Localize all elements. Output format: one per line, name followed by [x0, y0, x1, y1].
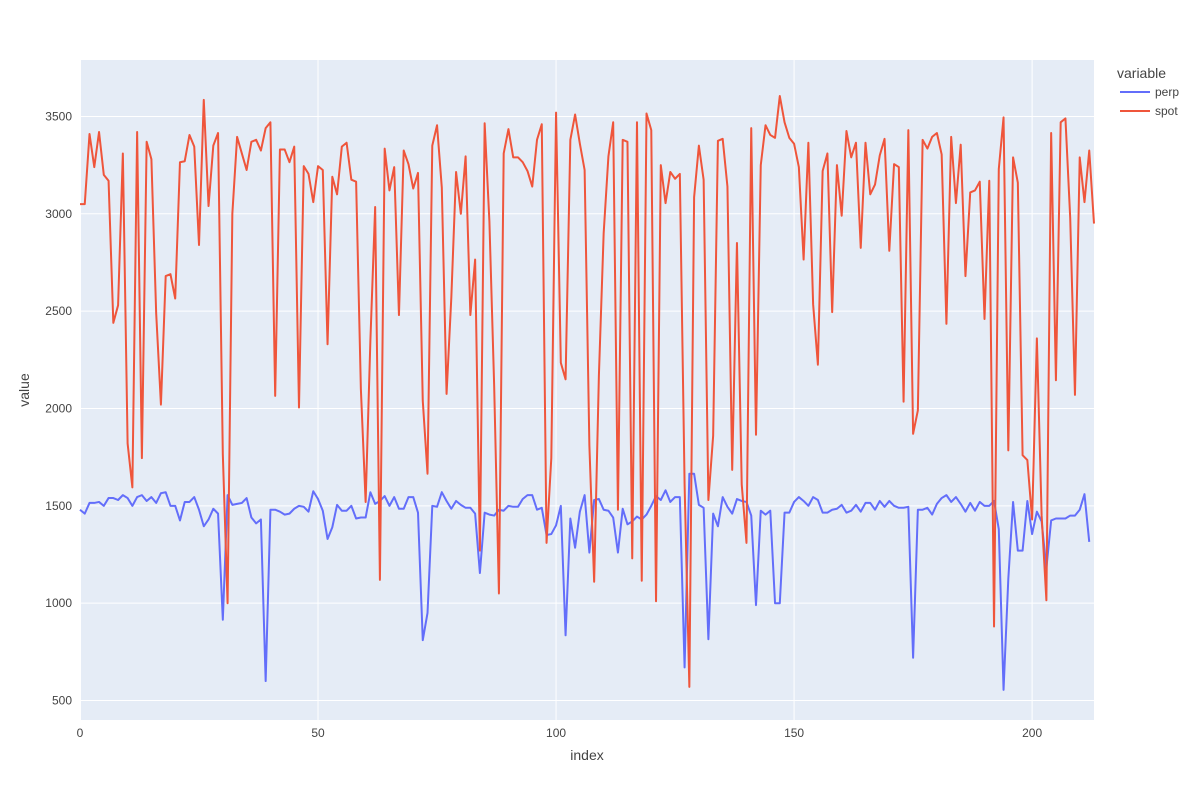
legend-label: perp — [1155, 85, 1179, 99]
y-tick-label: 3500 — [45, 109, 72, 123]
y-tick-label: 2000 — [45, 401, 72, 415]
y-tick-label: 3000 — [45, 207, 72, 221]
y-tick-label: 500 — [52, 694, 72, 708]
series-line-spot — [80, 95, 1095, 688]
x-tick-label: 100 — [546, 726, 566, 740]
legend-item-spot[interactable]: spot — [1120, 104, 1178, 118]
plot-background — [80, 60, 1094, 720]
y-axis-title: value — [16, 373, 32, 407]
legend-label: spot — [1155, 104, 1178, 118]
x-axis-title: index — [570, 747, 603, 763]
y-tick-label: 2500 — [45, 304, 72, 318]
x-tick-label: 0 — [77, 726, 84, 740]
series-line-perp — [79, 472, 1091, 691]
legend-title: variable — [1117, 65, 1166, 81]
y-tick-labels: 500 1000 1500 2000 2500 3000 3500 — [45, 109, 72, 707]
x-tick-label: 150 — [784, 726, 804, 740]
y-tick-label: 1000 — [45, 596, 72, 610]
y-tick-label: 1500 — [45, 499, 72, 513]
x-tick-label: 200 — [1022, 726, 1042, 740]
legend-item-perp[interactable]: perp — [1120, 85, 1179, 99]
legend[interactable]: variable perp spot — [1117, 65, 1179, 118]
x-tick-labels: 0 50 100 150 200 — [77, 726, 1043, 740]
series-layer — [79, 95, 1095, 691]
x-tick-label: 50 — [311, 726, 325, 740]
